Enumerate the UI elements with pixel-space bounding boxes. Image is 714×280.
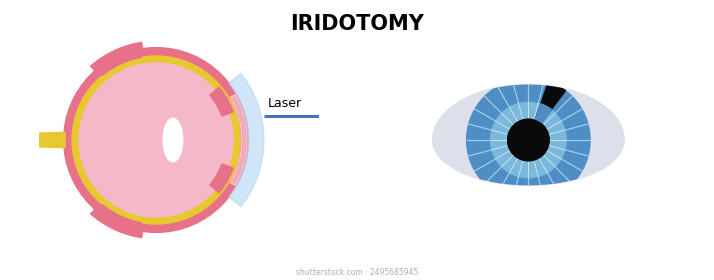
Circle shape: [64, 48, 248, 232]
Polygon shape: [230, 95, 247, 186]
Circle shape: [72, 56, 240, 224]
Wedge shape: [528, 82, 565, 140]
Polygon shape: [433, 85, 624, 185]
Polygon shape: [210, 87, 233, 116]
Circle shape: [508, 119, 549, 161]
Circle shape: [508, 119, 549, 161]
Wedge shape: [94, 45, 141, 76]
Circle shape: [467, 78, 590, 202]
Wedge shape: [94, 204, 141, 235]
Polygon shape: [210, 164, 233, 193]
Wedge shape: [528, 104, 551, 140]
Ellipse shape: [163, 118, 183, 162]
Polygon shape: [229, 74, 264, 206]
Text: Laser: Laser: [268, 97, 302, 110]
Circle shape: [491, 102, 566, 178]
Text: IRIDOTOMY: IRIDOTOMY: [290, 14, 424, 34]
Polygon shape: [23, 132, 65, 148]
Circle shape: [79, 63, 233, 217]
Text: shutterstock.com · 2495685945: shutterstock.com · 2495685945: [296, 268, 418, 277]
